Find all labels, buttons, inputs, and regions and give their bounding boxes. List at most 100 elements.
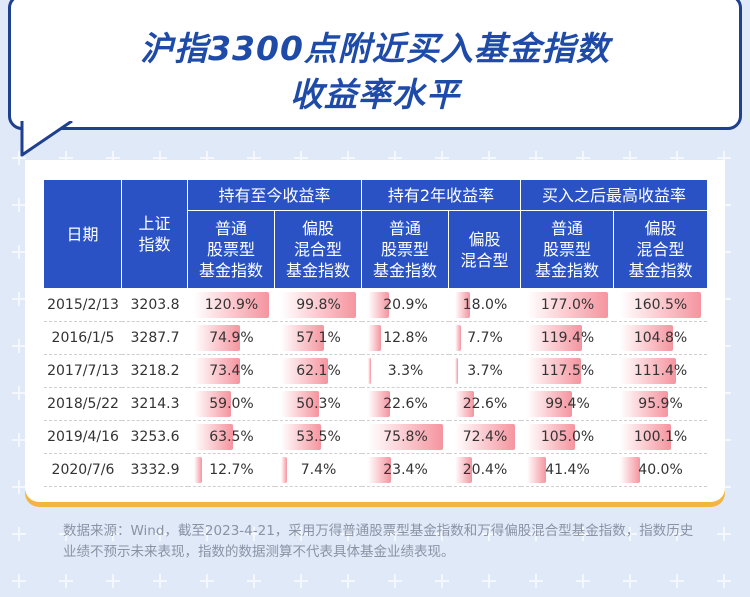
header-index: 上证 指数 bbox=[122, 180, 188, 289]
value-bar bbox=[527, 292, 609, 318]
plus-decoration bbox=[12, 245, 26, 259]
plus-decoration bbox=[670, 151, 684, 165]
plus-decoration bbox=[529, 527, 543, 541]
cell-value: 160.5% bbox=[633, 297, 688, 313]
cell-value: 119.4% bbox=[540, 330, 595, 346]
cell-value: 95.9% bbox=[638, 396, 683, 412]
cell-value: 75.8% bbox=[383, 429, 428, 445]
cell-held_stock: 73.4% bbox=[188, 355, 275, 388]
value-bar bbox=[281, 457, 287, 483]
title-line-2: 收益率水平 bbox=[290, 75, 460, 114]
plus-decoration bbox=[341, 574, 355, 588]
cell-two_stock: 22.6% bbox=[362, 388, 450, 421]
table-row: 2016/1/5 3287.7 74.9% 57.1% 12.8% 7.7% 119.4% 1… bbox=[44, 322, 708, 355]
value-bar bbox=[455, 424, 516, 450]
value-bar bbox=[281, 391, 319, 417]
header-group-3: 持有2年收益率 bbox=[362, 180, 522, 211]
value-bar bbox=[455, 292, 471, 318]
value-bar bbox=[527, 424, 576, 450]
plus-decoration bbox=[200, 527, 214, 541]
cell-value: 41.4% bbox=[545, 462, 590, 478]
plus-decoration bbox=[717, 527, 731, 541]
plus-decoration bbox=[717, 574, 731, 588]
value-bar bbox=[194, 325, 240, 351]
value-bar bbox=[368, 424, 444, 450]
header-held_mixed: 偏股 混合型 基金指数 bbox=[275, 211, 363, 289]
value-bar bbox=[527, 325, 583, 351]
value-bar bbox=[620, 358, 677, 384]
plus-decoration bbox=[388, 151, 402, 165]
table-row: 2020/7/6 3332.9 12.7% 7.4% 23.4% 20.4% 41.4% 40… bbox=[44, 454, 708, 487]
value-bar bbox=[194, 391, 231, 417]
header-max_mixed: 偏股 混合型 基金指数 bbox=[614, 211, 708, 289]
bubble-tail-icon bbox=[20, 121, 73, 157]
value-bar bbox=[620, 292, 702, 318]
cell-two_mixed: 7.7% bbox=[449, 322, 522, 355]
value-bar bbox=[527, 358, 582, 384]
table-row: 2018/5/22 3214.3 59.0% 50.3% 22.6% 22.6% 99.4%… bbox=[44, 388, 708, 421]
value-bar bbox=[368, 292, 390, 318]
cell-max_mixed: 100.1% bbox=[614, 421, 708, 454]
plus-decoration bbox=[12, 292, 26, 306]
cell-max_stock: 99.4% bbox=[521, 388, 615, 421]
cell-value: 20.4% bbox=[462, 462, 508, 478]
value-bar bbox=[455, 391, 475, 417]
cell-value: 111.4% bbox=[633, 363, 688, 379]
plus-decoration bbox=[106, 151, 120, 165]
table-row: 2019/4/16 3253.6 63.5% 53.5% 75.8% 72.4% 105.0… bbox=[44, 421, 708, 454]
cell-value: 99.4% bbox=[545, 396, 590, 412]
plus-decoration bbox=[341, 527, 355, 541]
value-bar bbox=[194, 358, 240, 384]
header-group-4: 买入之后最高收益率 bbox=[521, 180, 708, 211]
plus-decoration bbox=[12, 527, 26, 541]
plus-decoration bbox=[294, 527, 308, 541]
plus-decoration bbox=[670, 527, 684, 541]
value-bar bbox=[281, 292, 356, 318]
cell-max_mixed: 104.8% bbox=[614, 322, 708, 355]
cell-held_mixed: 7.4% bbox=[275, 454, 363, 487]
cell-value: 72.4% bbox=[462, 429, 508, 445]
plus-decoration bbox=[12, 386, 26, 400]
cell-value: 63.5% bbox=[209, 429, 254, 445]
title-line-1: 沪指3300点附近买入基金指数 bbox=[140, 29, 610, 68]
header-row-groups: 日期 上证 指数 持有至今收益率 持有2年收益率 买入之后最高收益率 bbox=[44, 180, 708, 289]
value-bar bbox=[620, 325, 674, 351]
cell-max_stock: 41.4% bbox=[521, 454, 615, 487]
header-max_stock: 普通 股票型 基金指数 bbox=[521, 211, 615, 289]
cell-max_stock: 105.0% bbox=[521, 421, 615, 454]
cell-value: 99.8% bbox=[296, 297, 341, 313]
cell-index: 3214.3 bbox=[122, 388, 188, 421]
cell-date: 2015/2/13 bbox=[44, 289, 122, 322]
value-bar bbox=[620, 457, 641, 483]
value-bar bbox=[455, 325, 462, 351]
plus-decoration bbox=[12, 151, 26, 165]
value-bar bbox=[368, 391, 391, 417]
plus-decoration bbox=[670, 574, 684, 588]
table-row: 2017/7/13 3218.2 73.4% 62.1% 3.3% 3.7% 117.5% 1… bbox=[44, 355, 708, 388]
cell-held_mixed: 57.1% bbox=[275, 322, 363, 355]
plus-decoration bbox=[623, 527, 637, 541]
cell-value: 22.6% bbox=[462, 396, 508, 412]
cell-two_mixed: 22.6% bbox=[449, 388, 522, 421]
plus-decoration bbox=[106, 574, 120, 588]
cell-date: 2017/7/13 bbox=[44, 355, 122, 388]
cell-two_mixed: 20.4% bbox=[449, 454, 522, 487]
cell-two_stock: 12.8% bbox=[362, 322, 450, 355]
cell-two_stock: 75.8% bbox=[362, 421, 450, 454]
cell-value: 62.1% bbox=[296, 363, 341, 379]
plus-decoration bbox=[12, 198, 26, 212]
cell-index: 3287.7 bbox=[122, 322, 188, 355]
cell-two_mixed: 18.0% bbox=[449, 289, 522, 322]
value-bar bbox=[620, 424, 672, 450]
plus-decoration bbox=[482, 574, 496, 588]
plus-decoration bbox=[12, 339, 26, 353]
value-bar bbox=[281, 424, 321, 450]
header-two_mixed: 偏股 混合型 bbox=[449, 211, 522, 289]
plus-decoration bbox=[294, 151, 308, 165]
cell-date: 2019/4/16 bbox=[44, 421, 122, 454]
cell-value: 22.6% bbox=[383, 396, 428, 412]
cell-max_stock: 117.5% bbox=[521, 355, 615, 388]
cell-value: 53.5% bbox=[296, 429, 341, 445]
cell-index: 3203.8 bbox=[122, 289, 188, 322]
cell-value: 177.0% bbox=[540, 297, 595, 313]
